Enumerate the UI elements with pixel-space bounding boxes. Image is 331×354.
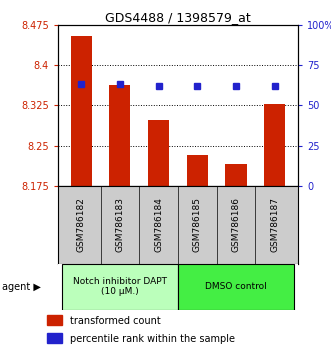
Bar: [178, 264, 294, 310]
Text: DMSO control: DMSO control: [205, 282, 267, 291]
Bar: [225, 164, 247, 186]
Bar: [264, 104, 285, 186]
Bar: [187, 155, 208, 186]
Bar: [109, 85, 130, 186]
Bar: [71, 35, 92, 186]
Text: GSM786184: GSM786184: [154, 197, 163, 252]
Bar: [148, 120, 169, 186]
Bar: [46, 315, 62, 325]
Text: GSM786185: GSM786185: [193, 197, 202, 252]
Text: transformed count: transformed count: [70, 316, 160, 326]
Title: GDS4488 / 1398579_at: GDS4488 / 1398579_at: [105, 11, 251, 24]
Text: GSM786182: GSM786182: [77, 197, 86, 252]
Text: GSM786186: GSM786186: [231, 197, 240, 252]
Text: Notch inhibitor DAPT
(10 μM.): Notch inhibitor DAPT (10 μM.): [73, 277, 167, 296]
Text: agent ▶: agent ▶: [2, 282, 40, 292]
Text: percentile rank within the sample: percentile rank within the sample: [70, 334, 235, 344]
Text: GSM786187: GSM786187: [270, 197, 279, 252]
Bar: [46, 333, 62, 343]
Text: GSM786183: GSM786183: [116, 197, 124, 252]
Bar: [62, 264, 178, 310]
